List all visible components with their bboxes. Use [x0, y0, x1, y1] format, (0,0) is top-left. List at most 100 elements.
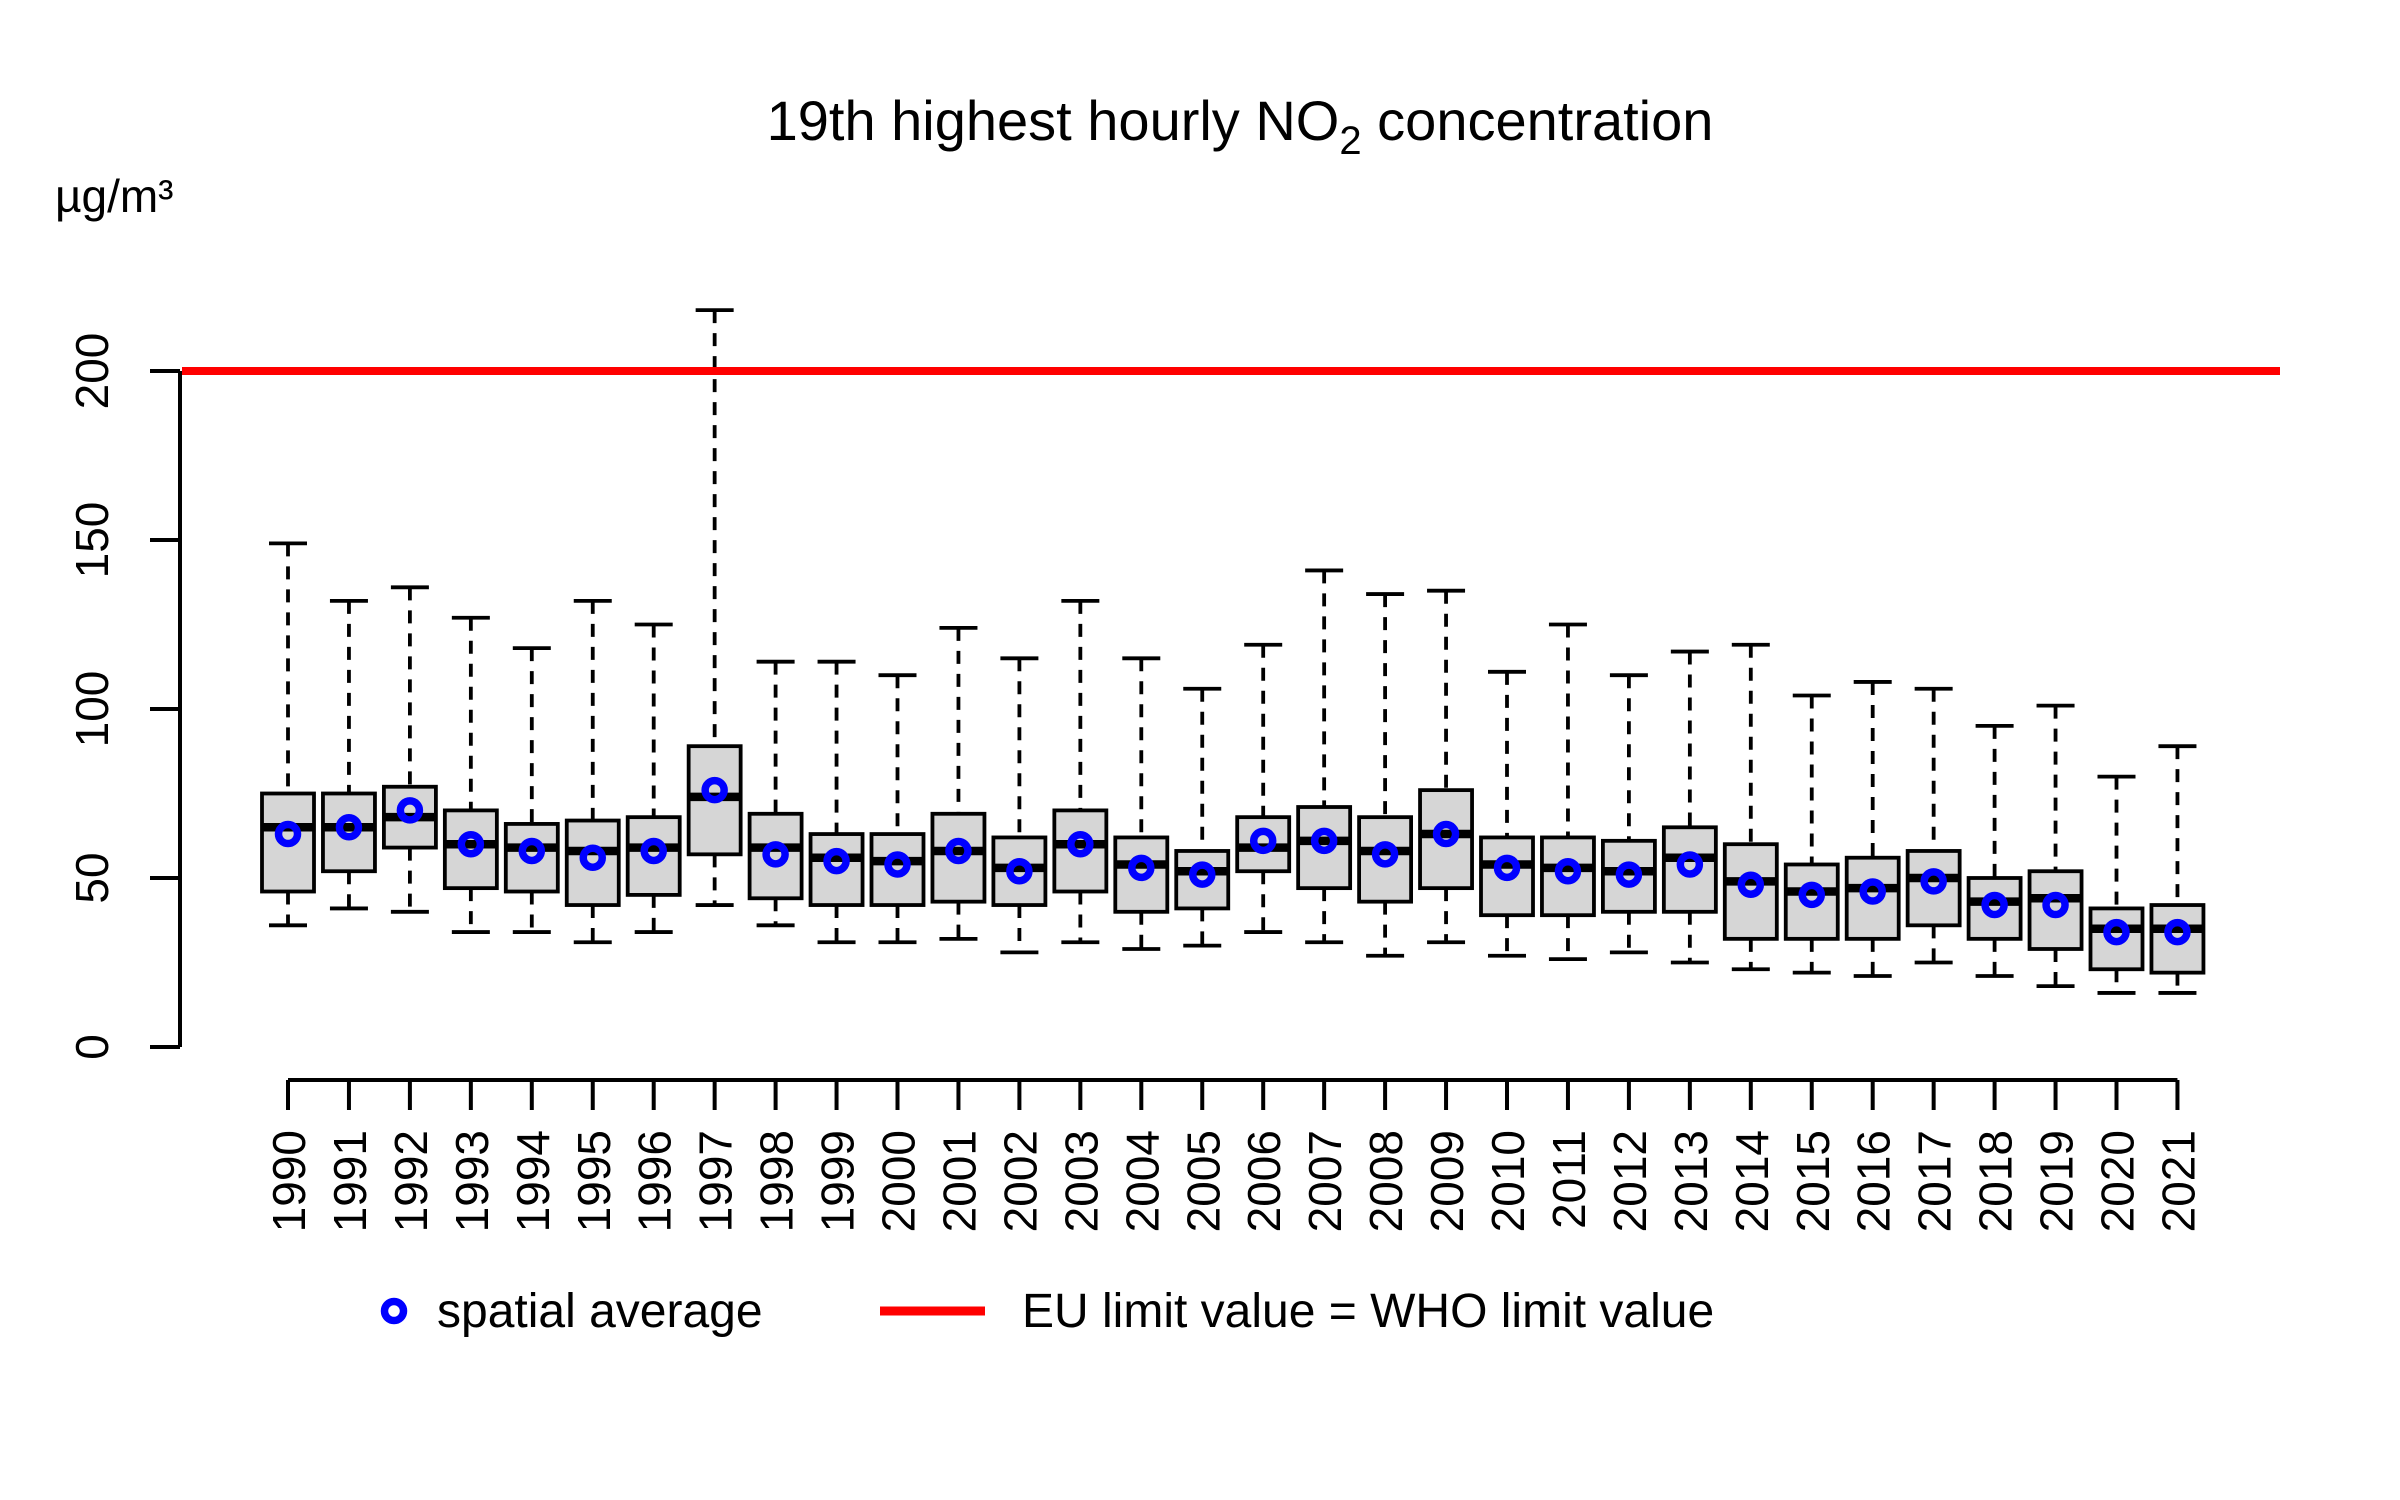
boxplot-2018 — [1966, 724, 2023, 978]
spatial-average-marker — [762, 841, 789, 868]
spatial-average-marker — [1189, 861, 1216, 888]
x-axis-year-label: 2010 — [1482, 1130, 1534, 1232]
spatial-average-marker — [1371, 841, 1399, 868]
spatial-average-marker — [457, 830, 485, 858]
boxplot-2003 — [1052, 598, 1109, 945]
spatial-average-marker-icon — [380, 1297, 408, 1325]
boxplot-2011 — [1540, 622, 1596, 962]
spatial-average-marker — [2103, 918, 2130, 946]
spatial-average-marker — [1981, 891, 2008, 919]
boxplot-2009 — [1418, 588, 1474, 945]
x-axis-year-label: 2001 — [933, 1130, 985, 1232]
x-axis-year-label: 1993 — [446, 1130, 498, 1232]
boxplot-2007 — [1296, 568, 1353, 945]
iqr-box — [869, 832, 926, 907]
boxplot-1996 — [625, 622, 682, 934]
spatial-average-marker — [1432, 820, 1460, 848]
boxplot-2016 — [1844, 680, 1901, 978]
x-axis-year-label: 2013 — [1665, 1130, 1717, 1232]
x-axis-year-label: 2015 — [1787, 1130, 1839, 1232]
chart-title: 19th highest hourly NO2 concentration — [767, 89, 1714, 163]
x-axis-year-label: 2003 — [1055, 1130, 1107, 1232]
boxplot-2010 — [1479, 669, 1535, 958]
x-axis-year-label: 2008 — [1360, 1130, 1412, 1232]
iqr-box — [1052, 808, 1109, 894]
iqr-box — [442, 808, 499, 891]
boxplot-1999 — [808, 659, 865, 945]
x-axis-year-label: 1995 — [568, 1130, 620, 1232]
spatial-average-marker — [274, 820, 302, 848]
spatial-average-marker — [823, 847, 850, 875]
x-axis-year-label: 1999 — [812, 1130, 864, 1232]
y-axis-tick-label: 150 — [66, 502, 118, 579]
x-axis-year-label: 2021 — [2152, 1130, 2204, 1232]
iqr-box — [747, 811, 804, 901]
x-axis-year-label: 2019 — [2031, 1130, 2083, 1232]
spatial-average-marker — [884, 851, 911, 878]
iqr-box — [1357, 815, 1413, 904]
x-axis-year-label: 2007 — [1299, 1130, 1351, 1232]
x-axis-year-label: 2016 — [1848, 1130, 1900, 1232]
plot-area — [260, 308, 2206, 995]
spatial-average-marker — [701, 776, 728, 804]
boxplot-2014 — [1722, 642, 1779, 972]
x-axis-year-label: 2006 — [1238, 1130, 1290, 1232]
boxplot-2005 — [1174, 686, 1231, 948]
iqr-box — [1174, 849, 1231, 911]
boxplot-2008 — [1357, 592, 1413, 958]
spatial-average-marker — [1554, 857, 1582, 885]
x-axis-year-label: 2009 — [1421, 1130, 1473, 1232]
boxplot-2013 — [1661, 649, 1718, 965]
spatial-average-marker — [640, 837, 667, 865]
spatial-average-marker — [2164, 918, 2191, 946]
boxplot-2015 — [1783, 693, 1840, 975]
boxplot-1990 — [260, 541, 316, 928]
x-axis-year-label: 2002 — [994, 1130, 1046, 1232]
boxplot-2017 — [1905, 686, 1962, 965]
boxplot-1992 — [381, 585, 438, 914]
spatial-average-marker — [518, 837, 546, 865]
x-axis-year-label: 2014 — [1726, 1130, 1778, 1232]
x-axis-year-label: 2005 — [1177, 1130, 1229, 1232]
boxplot-2000 — [869, 673, 926, 945]
x-axis-year-label: 2011 — [1543, 1130, 1595, 1229]
legend-limit-label: EU limit value = WHO limit value — [1022, 1285, 1714, 1338]
iqr-box — [1601, 838, 1657, 914]
y-axis: 0 50 100 150 200 — [66, 333, 182, 1060]
spatial-average-marker — [1006, 857, 1033, 885]
x-axis-year-label: 1996 — [629, 1130, 681, 1232]
y-axis-tick-label: 50 — [66, 852, 118, 903]
x-axis-year-label: 1994 — [507, 1130, 559, 1232]
spatial-average-marker — [1310, 827, 1338, 855]
spatial-average-marker — [1737, 871, 1765, 899]
x-axis-year-label: 2004 — [1116, 1130, 1168, 1232]
boxplot-2019 — [2027, 703, 2084, 989]
x-axis-year-label: 1997 — [690, 1130, 742, 1232]
spatial-average-marker — [1798, 881, 1825, 909]
spatial-average-marker — [2042, 891, 2069, 919]
boxplot-1994 — [503, 646, 560, 934]
iqr-box — [1540, 835, 1596, 918]
y-axis-tick-label: 100 — [66, 671, 118, 748]
boxplot-1993 — [442, 615, 499, 934]
legend-spatial-average-label: spatial average — [437, 1285, 763, 1338]
boxplot-2004 — [1113, 656, 1170, 951]
iqr-box — [1783, 862, 1840, 941]
spatial-average-marker — [1493, 854, 1521, 882]
y-axis-tick-label: 0 — [66, 1034, 118, 1060]
legend: spatial average EU limit value = WHO lim… — [380, 1285, 1714, 1338]
iqr-box — [321, 791, 377, 874]
spatial-average-marker — [1067, 830, 1094, 858]
x-axis-year-label: 1990 — [263, 1130, 315, 1232]
spatial-average-marker — [1920, 868, 1947, 895]
iqr-box — [1661, 825, 1718, 914]
boxplot-1995 — [564, 598, 621, 945]
spatial-average-marker — [335, 814, 363, 841]
x-axis-year-label: 1991 — [324, 1130, 376, 1232]
x-axis-year-label: 1992 — [385, 1130, 437, 1232]
boxplot-2006 — [1235, 642, 1292, 934]
boxplot-2002 — [991, 656, 1048, 955]
y-axis-tick-label: 200 — [66, 333, 118, 410]
